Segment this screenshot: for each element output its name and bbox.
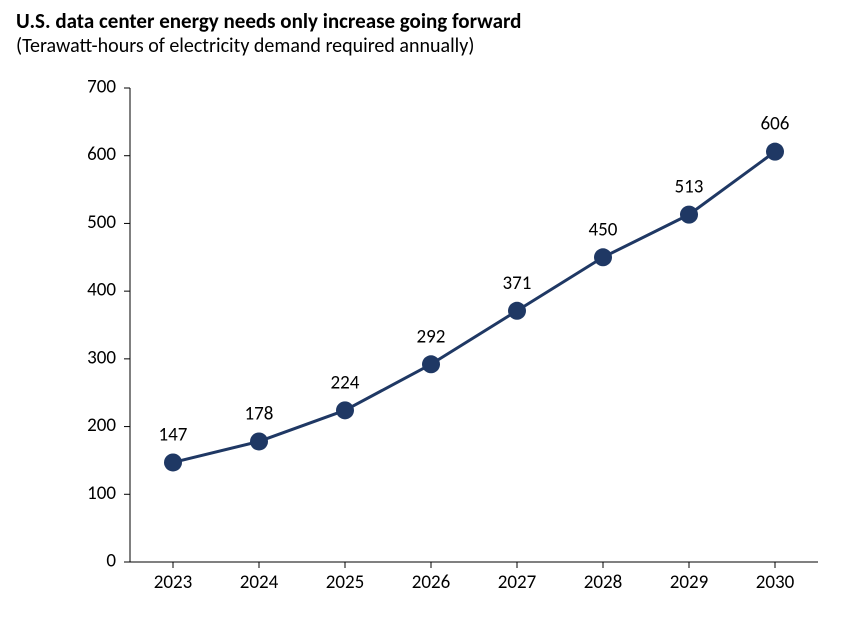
data-point <box>164 453 182 471</box>
data-label: 292 <box>417 325 446 348</box>
data-point <box>250 432 268 450</box>
data-label: 178 <box>245 402 274 425</box>
x-axis: 2023 2024 2025 2026 2027 2028 2029 2030 <box>130 562 818 594</box>
data-point <box>680 206 698 224</box>
y-tick-label: 200 <box>87 414 116 437</box>
y-tick-label: 600 <box>87 143 116 166</box>
data-labels: 147 178 224 292 371 450 513 606 <box>159 113 790 447</box>
data-point <box>508 302 526 320</box>
data-label: 513 <box>675 176 704 199</box>
x-tick-label: 2024 <box>240 571 279 594</box>
data-label: 450 <box>589 218 618 241</box>
y-axis: 0 100 200 300 400 500 600 700 <box>87 78 130 573</box>
data-point <box>336 401 354 419</box>
chart-title: U.S. data center energy needs only incre… <box>16 8 521 34</box>
data-label: 606 <box>761 113 790 136</box>
data-label: 371 <box>503 272 532 295</box>
x-tick-label: 2025 <box>326 571 365 594</box>
x-tick-label: 2027 <box>498 571 537 594</box>
y-tick-label: 0 <box>106 550 116 573</box>
y-tick-label: 100 <box>87 482 116 505</box>
data-point <box>594 248 612 266</box>
y-tick-label: 300 <box>87 346 116 369</box>
x-tick-label: 2030 <box>756 571 795 594</box>
data-point <box>766 143 784 161</box>
y-tick-label: 400 <box>87 279 116 302</box>
x-tick-label: 2029 <box>670 571 709 594</box>
x-tick-label: 2028 <box>584 571 623 594</box>
data-label: 147 <box>159 423 188 446</box>
x-tick-label: 2023 <box>154 571 193 594</box>
data-point <box>422 355 440 373</box>
chart-subtitle: (Terawatt-hours of electricity demand re… <box>16 34 474 58</box>
x-tick-label: 2026 <box>412 571 451 594</box>
line-chart: 0100200300400500600700 20232024202520262… <box>60 78 838 606</box>
y-tick-label: 500 <box>87 211 116 234</box>
y-tick-label: 700 <box>87 78 116 99</box>
data-label: 224 <box>331 371 360 394</box>
